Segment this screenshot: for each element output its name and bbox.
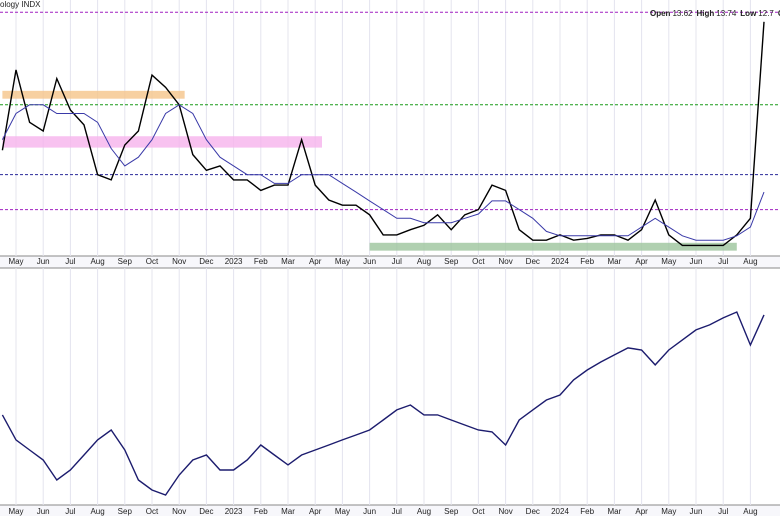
x-tick-label: May (661, 507, 676, 516)
x-tick-label: Dec (526, 257, 540, 266)
x-tick-label: Aug (417, 507, 431, 516)
lower-panel (0, 268, 780, 505)
x-tick-label: 2024 (551, 507, 569, 516)
band (369, 242, 737, 251)
x-tick-label: Jun (37, 507, 50, 516)
chart-title: ology INDX (0, 0, 41, 9)
x-tick-label: 2023 (225, 257, 243, 266)
ohlc-label: Low (740, 9, 757, 18)
data-line (1, 21, 765, 247)
x-tick-label: Dec (199, 257, 213, 266)
x-tick-label: Jun (690, 257, 703, 266)
band (2, 136, 323, 148)
x-tick-label: Nov (498, 257, 512, 266)
x-tick-label: Sep (444, 507, 459, 516)
ohlc-label: Clo (778, 9, 780, 18)
ohlc-label: High (696, 9, 714, 18)
x-tick-label: Oct (146, 507, 159, 516)
x-tick-label: Feb (580, 257, 594, 266)
x-tick-label: Jul (392, 507, 402, 516)
x-tick-label: Jul (65, 257, 75, 266)
x-tick-label: Dec (199, 507, 213, 516)
x-tick-label: May (661, 257, 676, 266)
x-tick-label: Mar (281, 507, 295, 516)
x-tick-label: May (335, 257, 350, 266)
x-tick-label: May (8, 257, 23, 266)
x-tick-label: Dec (526, 507, 540, 516)
x-tick-label: 2024 (551, 257, 569, 266)
x-tick-label: Mar (281, 257, 295, 266)
x-tick-label: Jul (65, 507, 75, 516)
x-tick-label: Apr (309, 507, 322, 516)
x-tick-label: Aug (743, 507, 757, 516)
x-tick-label: Oct (472, 257, 485, 266)
band (2, 90, 185, 99)
x-tick-label: Jun (690, 507, 703, 516)
x-tick-label: Apr (635, 257, 648, 266)
x-tick-label: Oct (146, 257, 159, 266)
ohlc-value: 13.62 (672, 9, 693, 18)
x-tick-label: 2023 (225, 507, 243, 516)
x-tick-label: Aug (417, 257, 431, 266)
upper-panel (0, 0, 780, 256)
x-tick-label: Aug (90, 507, 104, 516)
x-tick-label: Nov (498, 507, 512, 516)
x-tick-label: Aug (743, 257, 757, 266)
data-line (1, 104, 765, 241)
x-tick-label: Jul (718, 257, 728, 266)
ohlc-value: 13.74 (716, 9, 737, 18)
x-tick-label: Sep (444, 257, 459, 266)
x-tick-label: Jun (363, 507, 376, 516)
x-tick-label: Aug (90, 257, 104, 266)
ohlc-value: 12.7 (758, 9, 774, 18)
x-tick-label: Nov (172, 257, 186, 266)
x-tick-label: Mar (608, 507, 622, 516)
x-tick-label: Jun (37, 257, 50, 266)
x-tick-label: Feb (580, 507, 594, 516)
x-tick-label: Oct (472, 507, 485, 516)
x-tick-label: May (8, 507, 23, 516)
x-tick-label: Sep (118, 257, 133, 266)
x-tick-label: Mar (608, 257, 622, 266)
x-tick-label: Jun (363, 257, 376, 266)
x-tick-label: Jul (392, 257, 402, 266)
x-tick-label: Apr (309, 257, 322, 266)
x-tick-label: Jul (718, 507, 728, 516)
x-tick-label: Feb (254, 257, 268, 266)
x-tick-label: May (335, 507, 350, 516)
x-tick-label: Nov (172, 507, 186, 516)
x-tick-label: Apr (635, 507, 648, 516)
x-tick-label: Sep (118, 507, 133, 516)
data-line (1, 311, 765, 496)
ohlc-label: Open (650, 9, 671, 18)
x-tick-label: Feb (254, 507, 268, 516)
